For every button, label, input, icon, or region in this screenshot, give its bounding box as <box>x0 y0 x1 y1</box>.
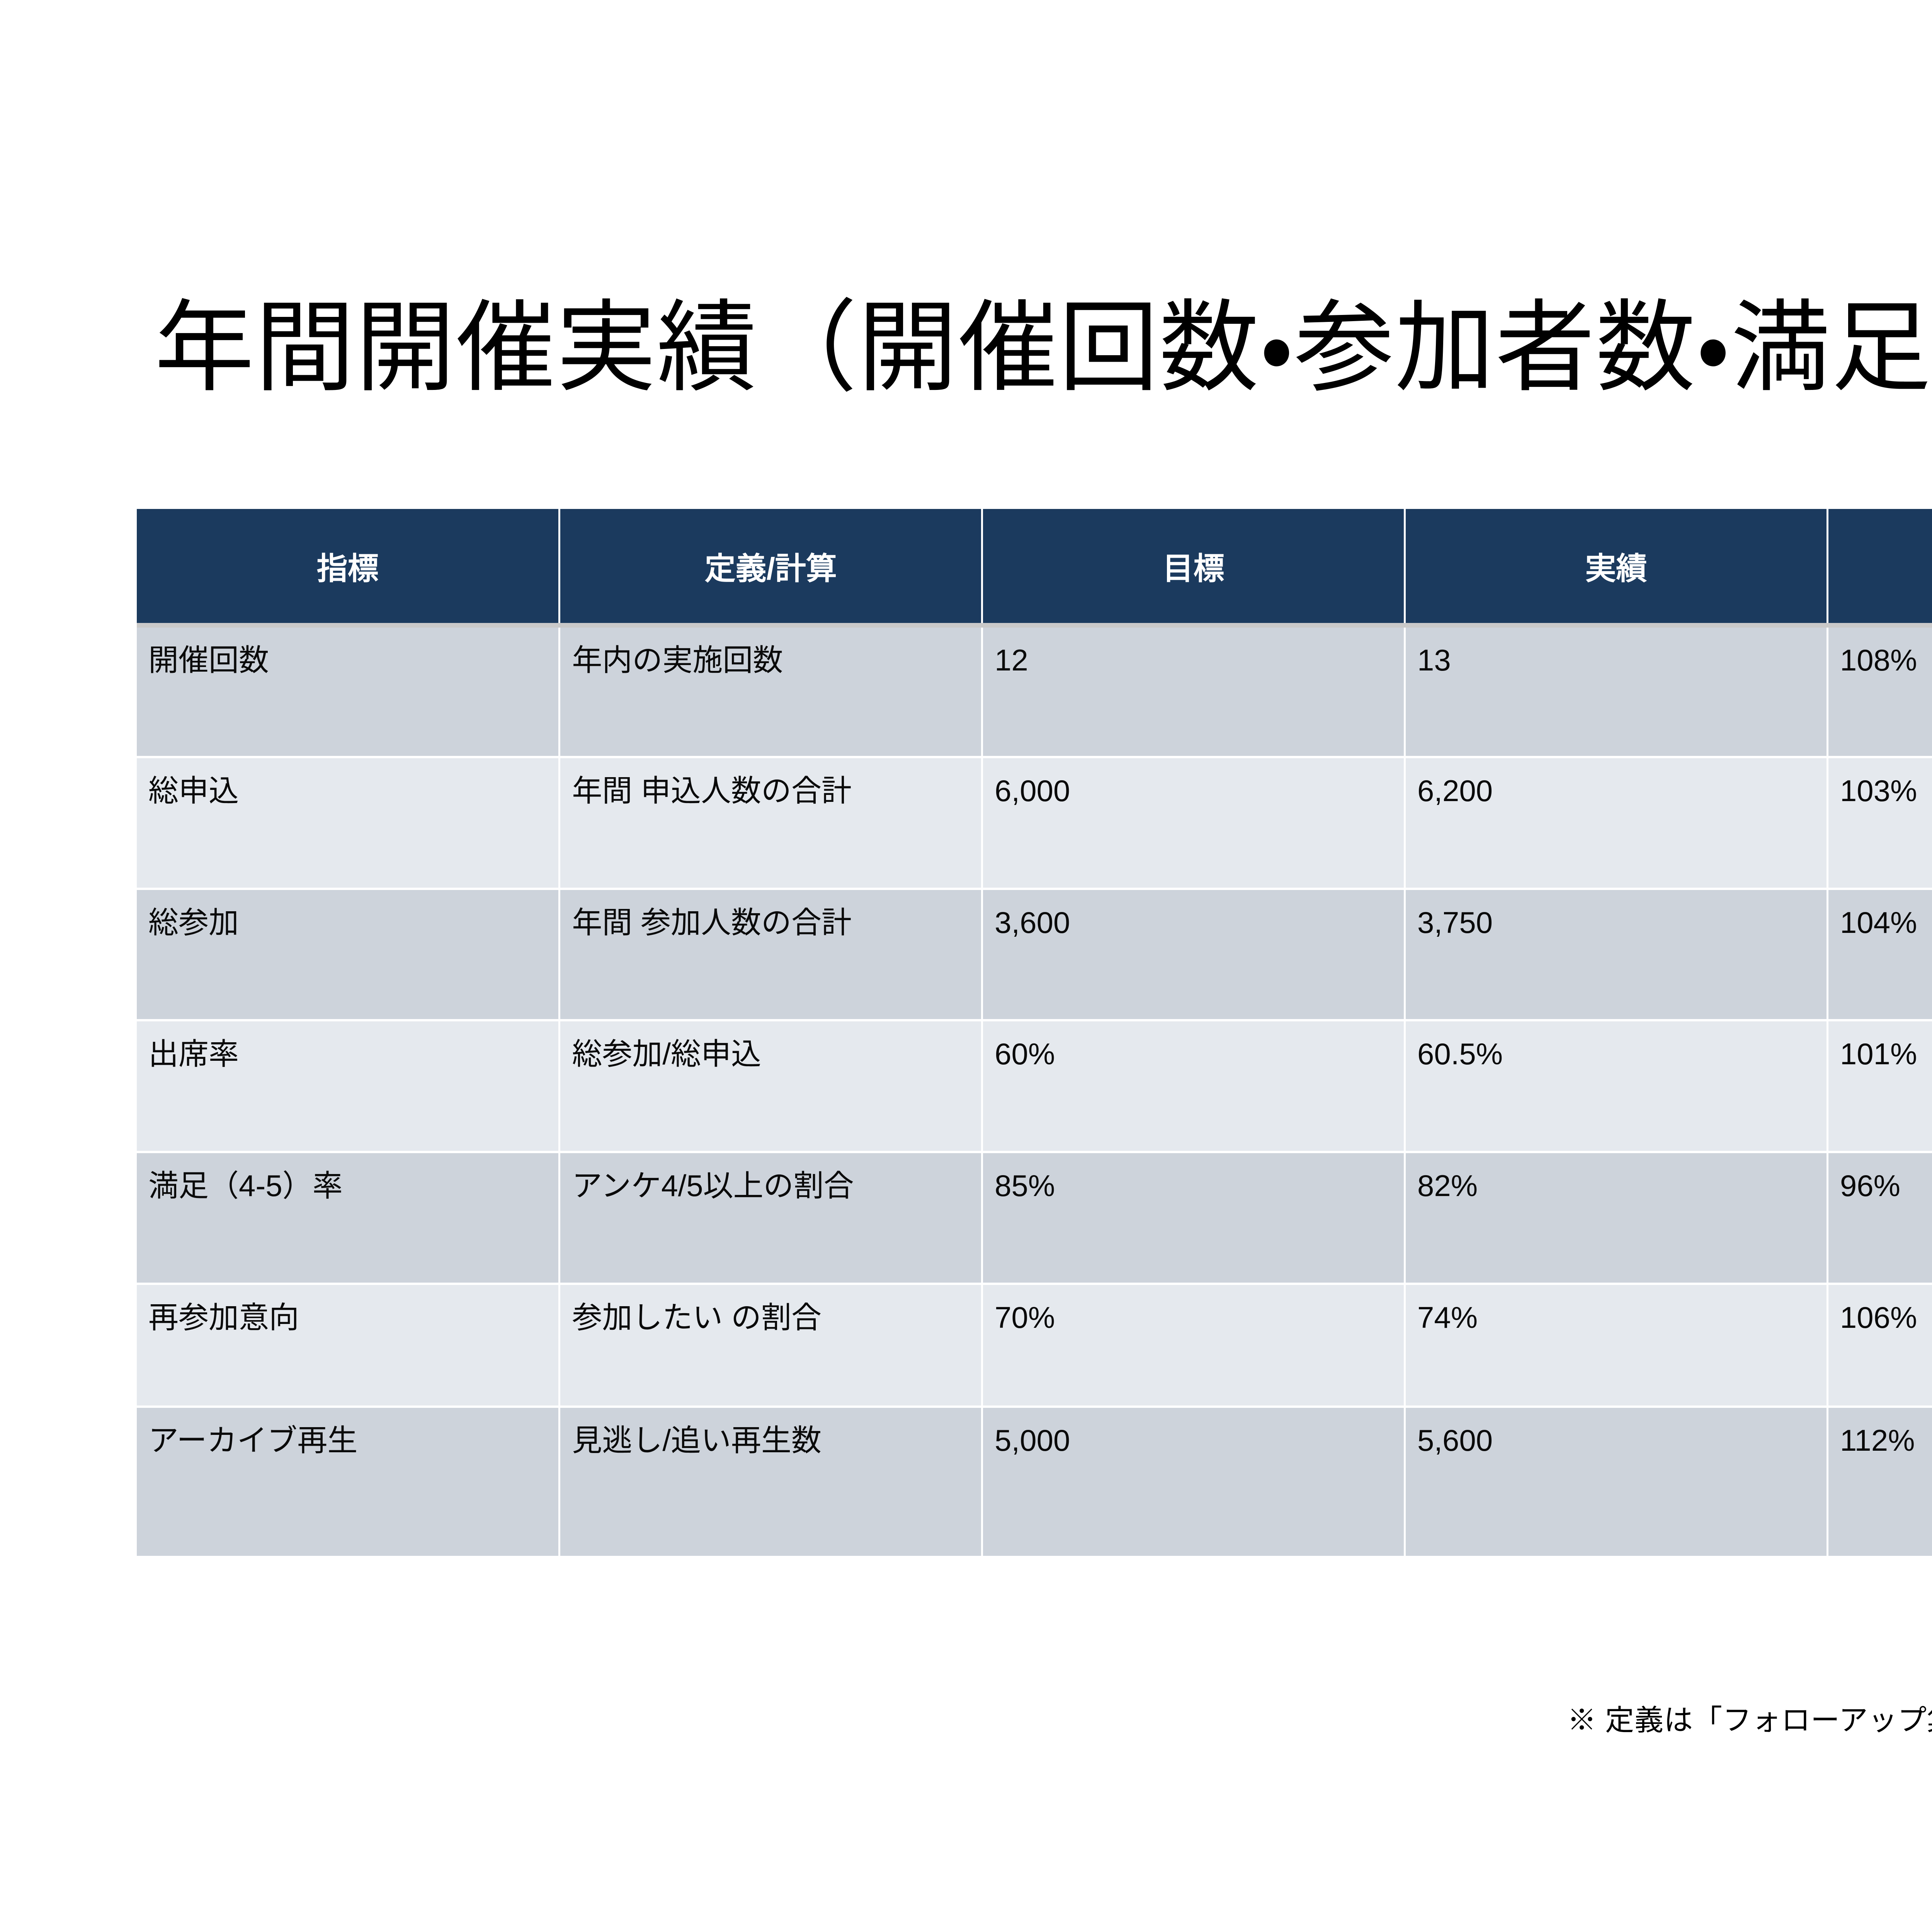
table-row: 出席率 総参加/総申込 60% 60.5% 101% <box>137 1019 1932 1152</box>
slide-title: 年間開催実績（開催回数・参加者数・満足度） <box>155 292 1932 403</box>
cell-target: 12 <box>981 624 1405 757</box>
cell-actual: 82% <box>1403 1151 1828 1284</box>
cell-definition: 見逃し/追い再生数 <box>558 1406 982 1556</box>
cell-target: 70% <box>981 1283 1405 1407</box>
col-header-definition: 定義/計算 <box>558 509 982 628</box>
col-header-achievement-rate: 達成率 <box>1826 509 1932 628</box>
cell-definition: 年間 申込人数の合計 <box>558 756 982 889</box>
table-row: 再参加意向 参加したい の割合 70% 74% 106% <box>137 1283 1932 1407</box>
cell-achievement-rate: 108% <box>1826 624 1932 757</box>
cell-actual: 3,750 <box>1403 888 1828 1020</box>
cell-target: 85% <box>981 1151 1405 1284</box>
cell-metric: 総参加 <box>137 888 560 1020</box>
cell-metric: 満足（4-5）率 <box>137 1151 560 1284</box>
cell-actual: 6,200 <box>1403 756 1828 889</box>
table-row: 開催回数 年内の実施回数 12 13 108% <box>137 624 1932 757</box>
cell-definition: 年間 参加人数の合計 <box>558 888 982 1020</box>
footnote: ※ 定義は「フォローアップ集計ブック」に準拠（データ確定日：［YYYY/MM/D… <box>1567 1704 1932 1736</box>
cell-metric: アーカイブ再生 <box>137 1406 560 1556</box>
cell-metric: 開催回数 <box>137 624 560 757</box>
kpi-table: 指標 定義/計算 目標 実績 達成率 補足/メモ 開催回数 年内の実施回数 12… <box>137 509 1932 1556</box>
table-row: 総参加 年間 参加人数の合計 3,600 3,750 104% <box>137 888 1932 1020</box>
table-row: アーカイブ再生 見逃し/追い再生数 5,000 5,600 112% <box>137 1406 1932 1556</box>
table-header-row: 指標 定義/計算 目標 実績 達成率 補足/メモ <box>137 509 1932 628</box>
cell-achievement-rate: 103% <box>1826 756 1932 889</box>
cell-actual: 5,600 <box>1403 1406 1828 1556</box>
table-row: 総申込 年間 申込人数の合計 6,000 6,200 103% <box>137 756 1932 889</box>
col-header-target: 目標 <box>981 509 1405 628</box>
cell-target: 60% <box>981 1019 1405 1152</box>
cell-definition: 参加したい の割合 <box>558 1283 982 1407</box>
col-header-actual: 実績 <box>1403 509 1828 628</box>
cell-actual: 60.5% <box>1403 1019 1828 1152</box>
cell-achievement-rate: 104% <box>1826 888 1932 1020</box>
cell-definition: アンケ4/5以上の割合 <box>558 1151 982 1284</box>
cell-achievement-rate: 106% <box>1826 1283 1932 1407</box>
cell-target: 3,600 <box>981 888 1405 1020</box>
cell-metric: 出席率 <box>137 1019 560 1152</box>
cell-actual: 74% <box>1403 1283 1828 1407</box>
cell-achievement-rate: 96% <box>1826 1151 1932 1284</box>
table-row: 満足（4-5）率 アンケ4/5以上の割合 85% 82% 96% 改善要 <box>137 1151 1932 1284</box>
col-header-metric: 指標 <box>137 509 560 628</box>
cell-metric: 総申込 <box>137 756 560 889</box>
cell-definition: 年内の実施回数 <box>558 624 982 757</box>
cell-achievement-rate: 112% <box>1826 1406 1932 1556</box>
cell-metric: 再参加意向 <box>137 1283 560 1407</box>
cell-target: 6,000 <box>981 756 1405 889</box>
cell-definition: 総参加/総申込 <box>558 1019 982 1152</box>
cell-target: 5,000 <box>981 1406 1405 1556</box>
cell-actual: 13 <box>1403 624 1828 757</box>
cell-achievement-rate: 101% <box>1826 1019 1932 1152</box>
